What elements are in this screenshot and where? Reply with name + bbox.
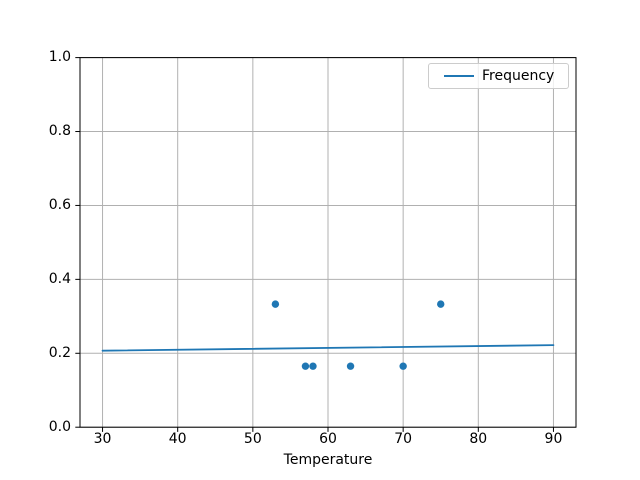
legend-entry-label: Frequency bbox=[482, 68, 555, 84]
trend-line bbox=[101, 344, 555, 352]
scatter-point bbox=[271, 300, 280, 308]
legend-line-icon bbox=[444, 75, 474, 77]
scatter-point bbox=[301, 362, 310, 370]
scatter-point bbox=[399, 362, 407, 370]
scatter-point bbox=[437, 300, 445, 308]
legend: Frequency bbox=[428, 63, 570, 89]
scatter-point bbox=[309, 362, 317, 370]
scatter-point bbox=[346, 362, 355, 370]
x-axis-label: Temperature bbox=[283, 452, 373, 468]
